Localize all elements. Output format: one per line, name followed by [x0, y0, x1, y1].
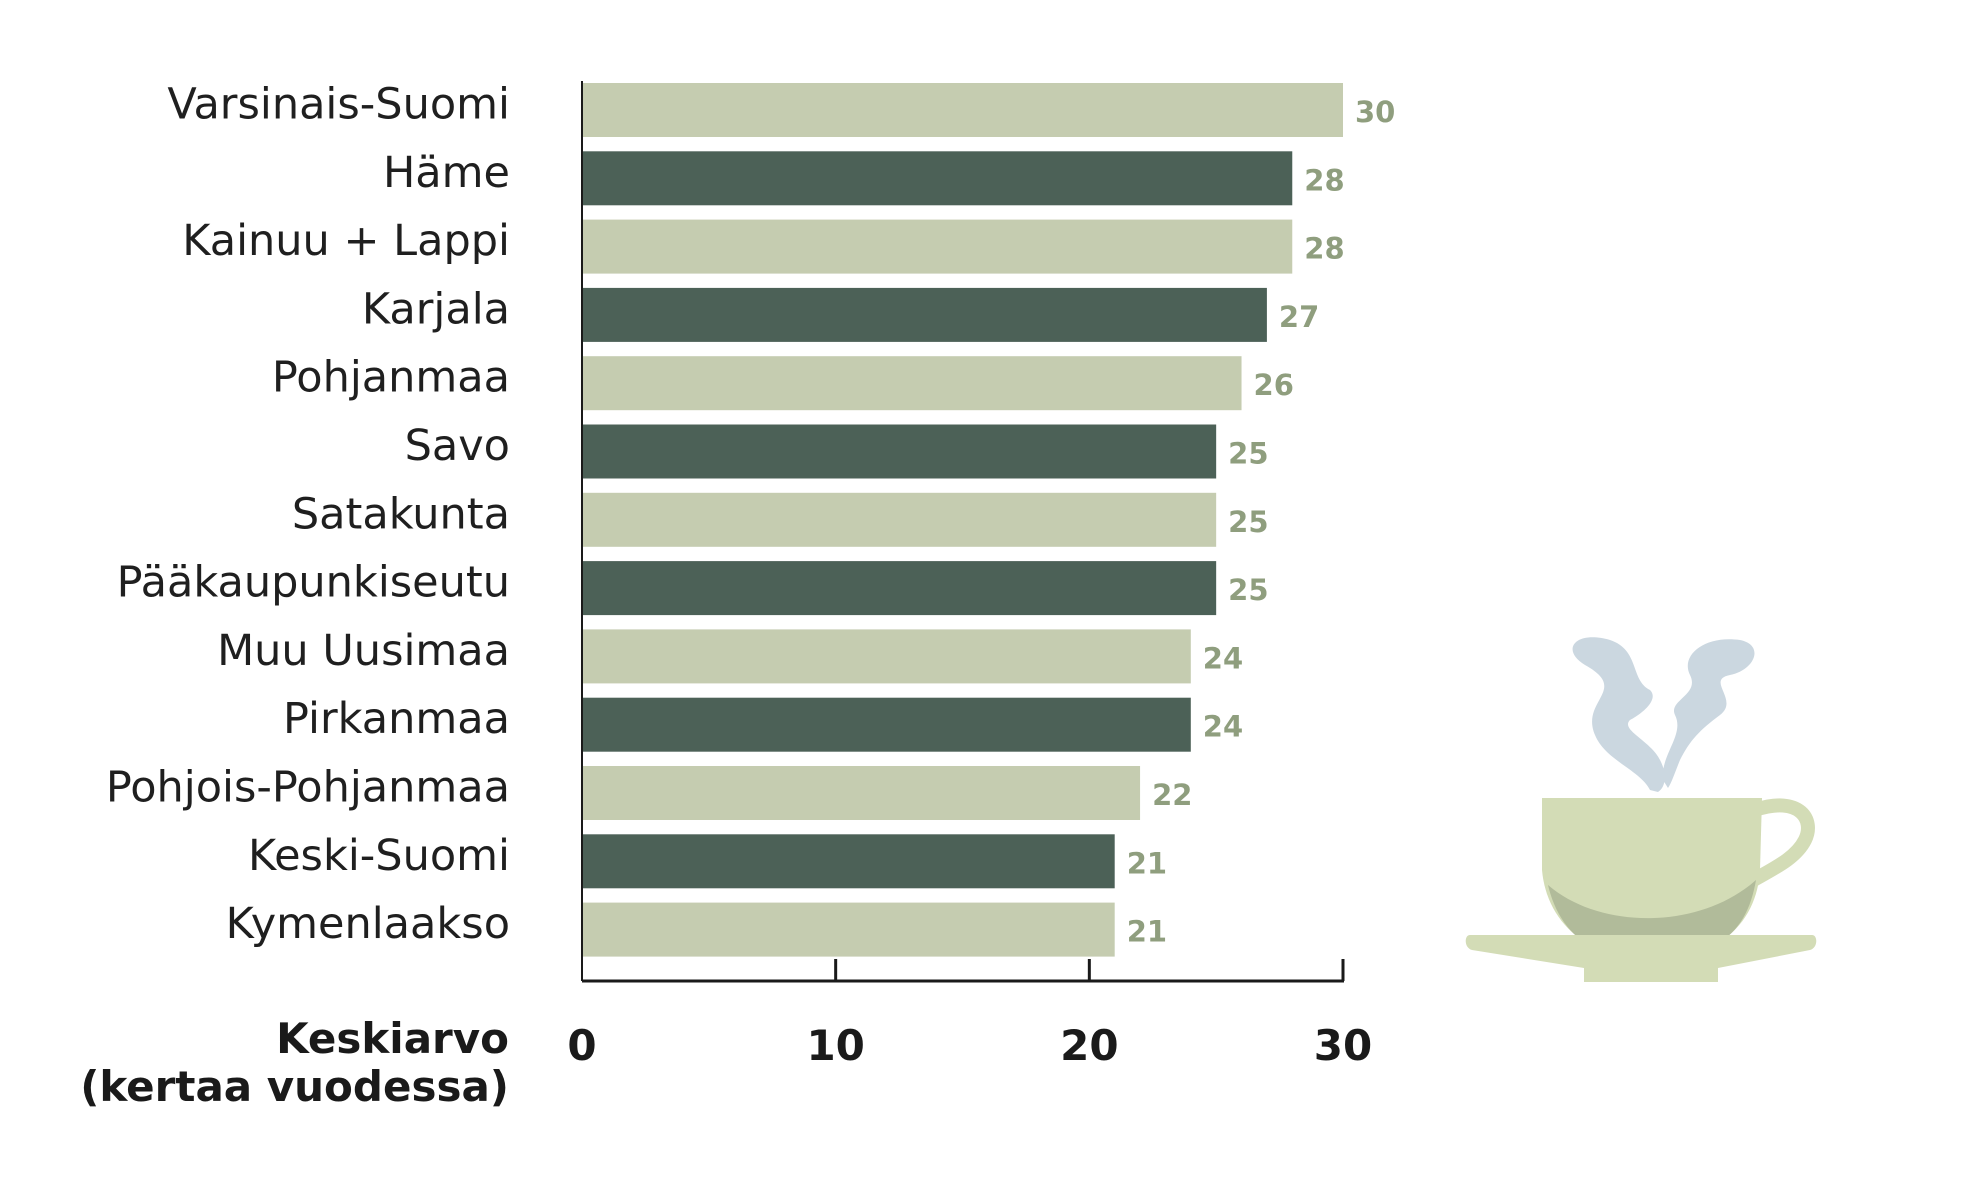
bar-2	[582, 219, 1293, 274]
bar-9	[582, 697, 1191, 752]
category-label-3: Karjala	[362, 284, 510, 334]
value-label-9: 24	[1203, 710, 1243, 744]
cup-shadow	[1548, 880, 1756, 950]
value-label-6: 25	[1228, 505, 1268, 539]
category-label-6: Satakunta	[292, 489, 510, 539]
category-label-8: Muu Uusimaa	[217, 626, 510, 676]
bar-11	[582, 834, 1115, 889]
bar-12	[582, 902, 1115, 957]
x-tick-label-0: 0	[567, 1021, 596, 1070]
category-label-0: Varsinais-Suomi	[167, 80, 510, 130]
value-labels: 30 28 28 27 26 25 25 25 24 24 22 21 21	[1127, 95, 1396, 949]
bar-1	[582, 151, 1293, 206]
category-label-12: Kymenlaakso	[226, 899, 510, 949]
x-tick-label-1: 10	[806, 1021, 864, 1070]
value-label-1: 28	[1304, 163, 1344, 197]
bar-7	[582, 561, 1217, 616]
value-label-12: 21	[1127, 915, 1167, 949]
x-axis	[581, 81, 1344, 983]
x-axis-label-line2: (kertaa vuodessa)	[80, 1062, 509, 1111]
bar-10	[582, 766, 1141, 820]
value-label-0: 30	[1355, 95, 1395, 129]
bar-4	[582, 356, 1242, 411]
category-label-11: Keski-Suomi	[248, 831, 510, 881]
steam-icon	[1572, 637, 1755, 792]
value-label-2: 28	[1304, 232, 1344, 266]
x-tick-label-2: 20	[1060, 1021, 1118, 1070]
category-label-9: Pirkanmaa	[283, 694, 510, 744]
cup-handle	[1741, 798, 1815, 892]
bars-group	[582, 83, 1343, 957]
value-label-8: 24	[1203, 641, 1243, 675]
value-label-10: 22	[1152, 778, 1192, 812]
bar-8	[582, 629, 1191, 684]
bar-6	[582, 492, 1217, 547]
category-label-10: Pohjois-Pohjanmaa	[106, 763, 510, 813]
x-tick-label-3: 30	[1314, 1021, 1372, 1070]
category-label-5: Savo	[405, 421, 510, 471]
x-ticks: 0 10 20 30	[567, 959, 1372, 1070]
coffee-cup-icon	[1465, 637, 1817, 982]
x-axis-label-line1: Keskiarvo	[276, 1014, 509, 1063]
bar-5	[582, 424, 1217, 479]
category-labels: Varsinais-Suomi Häme Kainuu + Lappi Karjala…	[106, 80, 510, 950]
bar-3	[582, 287, 1267, 342]
value-label-7: 25	[1228, 573, 1268, 607]
category-label-2: Kainuu + Lappi	[182, 216, 510, 266]
value-label-5: 25	[1228, 437, 1268, 471]
value-label-4: 26	[1254, 368, 1294, 402]
value-label-11: 21	[1127, 846, 1167, 880]
bar-0	[582, 83, 1343, 137]
category-label-1: Häme	[383, 148, 510, 198]
category-label-4: Pohjanmaa	[272, 353, 510, 403]
saucer	[1465, 935, 1817, 982]
category-label-7: Pääkaupunkiseutu	[117, 558, 510, 608]
value-label-3: 27	[1279, 300, 1319, 334]
